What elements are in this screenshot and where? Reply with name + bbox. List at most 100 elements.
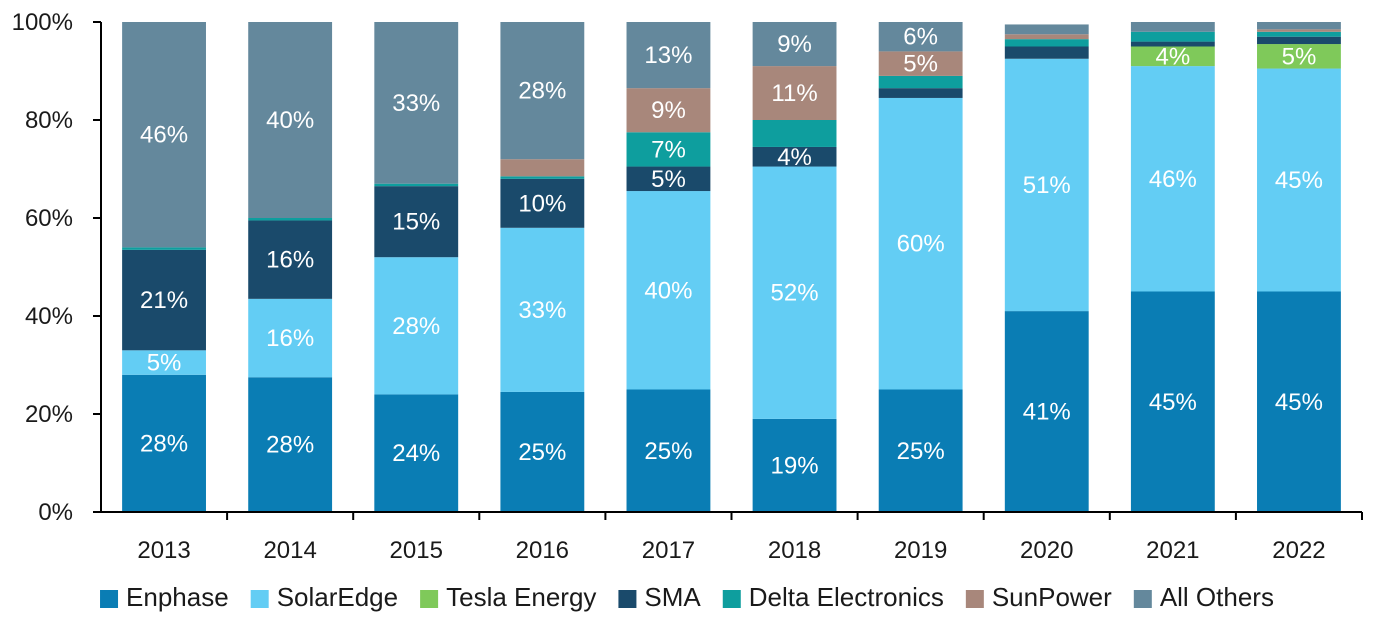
bar-enphase-2021 (1130, 291, 1215, 512)
bar-sma-2018 (752, 146, 837, 167)
data-label-enphase-2017: 25% (644, 438, 692, 465)
data-label-all-others-2013: 46% (140, 122, 188, 149)
data-label-sunpower-2019: 5% (903, 51, 938, 78)
bar-all-others-2015 (374, 22, 459, 184)
x-tick-label-2015: 2015 (390, 537, 443, 564)
y-tick-label: 40% (25, 303, 73, 330)
legend-item-delta-electronics: Delta Electronics (722, 582, 944, 612)
legend-label: All Others (1160, 582, 1274, 612)
y-tick-label: 20% (25, 401, 73, 428)
bar-sma-2020 (1004, 46, 1089, 59)
legend-swatch (250, 590, 269, 608)
legend-label: Delta Electronics (749, 582, 944, 612)
bar-delta-electronics-2021 (1130, 31, 1215, 42)
legend-swatch (100, 590, 119, 608)
legend-label: SolarEdge (277, 582, 398, 612)
legend-item-sma: SMA (618, 582, 701, 612)
y-tick-label: 60% (25, 205, 73, 232)
data-label-enphase-2021: 45% (1149, 389, 1197, 416)
bar-sma-2022 (1257, 36, 1341, 45)
legend-item-enphase: Enphase (100, 582, 229, 612)
bar-enphase-2020 (1004, 311, 1089, 512)
data-label-all-others-2014: 40% (266, 107, 314, 134)
bar-enphase-2017 (626, 389, 711, 512)
bar-delta-electronics-2013 (122, 247, 206, 250)
bar-all-others-2019 (878, 22, 963, 52)
data-label-all-others-2018: 9% (777, 31, 812, 58)
bar-all-others-2018 (752, 22, 837, 67)
bar-sma-2017 (626, 166, 711, 192)
bar-solaredge-2014 (248, 298, 333, 378)
bar-delta-electronics-2022 (1257, 31, 1341, 37)
y-ticks-group: 0% 20% 40% 60% 80% 100% (12, 9, 101, 526)
bar-all-others-2013 (122, 22, 206, 248)
data-label-delta-electronics-2017: 7% (651, 136, 686, 163)
x-tick-label-2013: 2013 (137, 537, 190, 564)
bar-all-others-2014 (248, 22, 333, 218)
bar-enphase-2015 (374, 394, 459, 512)
legend: Enphase SolarEdge Tesla Energy SMA Delta Ele… (100, 582, 1274, 612)
data-label-solaredge-2017: 40% (644, 277, 692, 304)
legend-swatch (965, 590, 984, 608)
bar-delta-electronics-2014 (248, 218, 333, 221)
legend-item-solaredge: SolarEdge (250, 582, 398, 612)
legend-item-all-others: All Others (1133, 582, 1274, 612)
bar-sunpower-2019 (878, 51, 963, 76)
data-label-sma-2018: 4% (777, 144, 812, 171)
data-label-sma-2015: 15% (392, 209, 440, 236)
data-label-sma-2017: 5% (651, 166, 686, 193)
data-label-sma-2013: 21% (140, 287, 188, 314)
legend-item-tesla-energy: Tesla Energy (420, 582, 596, 612)
x-tick-label-2022: 2022 (1272, 537, 1325, 564)
data-label-tesla-energy-2021: 4% (1156, 43, 1191, 70)
data-label-solaredge-2018: 52% (771, 280, 819, 307)
bar-solaredge-2021 (1130, 66, 1215, 292)
x-tick-label-2016: 2016 (516, 537, 569, 564)
data-label-all-others-2017: 13% (644, 42, 692, 69)
bar-sunpower-2016 (500, 159, 585, 177)
bar-solaredge-2018 (752, 166, 837, 419)
bar-tesla-energy-2021 (1130, 46, 1215, 67)
y-tick-label: 80% (25, 107, 73, 134)
bar-sma-2016 (500, 178, 585, 228)
data-label-enphase-2019: 25% (897, 438, 945, 465)
data-labels-group: 28% 5% 21% 46% 28% 16% 16% 40% 24% 28% 15% 33% 25% 33… (140, 24, 1323, 480)
data-label-solaredge-2021: 46% (1149, 166, 1197, 193)
legend-label: SunPower (992, 582, 1112, 612)
bars-group (122, 22, 1341, 512)
data-label-enphase-2013: 28% (140, 430, 188, 457)
x-tick-label-2020: 2020 (1020, 537, 1073, 564)
x-tick-label-2017: 2017 (642, 537, 695, 564)
data-label-tesla-energy-2022: 5% (1282, 43, 1317, 70)
data-label-sma-2014: 16% (266, 247, 314, 274)
data-label-enphase-2016: 25% (518, 439, 566, 466)
bar-solaredge-2016 (500, 227, 585, 392)
bar-all-others-2022 (1257, 22, 1341, 30)
bar-solaredge-2022 (1257, 68, 1341, 292)
bar-solaredge-2013 (122, 350, 206, 375)
bar-sunpower-2022 (1257, 29, 1341, 32)
legend-item-sunpower: SunPower (965, 582, 1112, 612)
legend-label: Tesla Energy (446, 582, 596, 612)
data-label-enphase-2015: 24% (392, 440, 440, 467)
bar-solaredge-2020 (1004, 58, 1089, 312)
legend-label: SMA (644, 582, 701, 612)
bar-delta-electronics-2020 (1004, 39, 1089, 47)
legend-swatch (722, 590, 741, 608)
bar-enphase-2014 (248, 377, 333, 512)
data-label-enphase-2020: 41% (1023, 399, 1071, 426)
data-label-solaredge-2022: 45% (1275, 167, 1323, 194)
bar-enphase-2022 (1257, 291, 1341, 512)
bar-all-others-2021 (1130, 22, 1215, 32)
bar-sma-2015 (374, 186, 459, 258)
bar-delta-electronics-2017 (626, 132, 711, 167)
data-label-all-others-2016: 28% (518, 78, 566, 105)
bar-all-others-2016 (500, 22, 585, 160)
data-label-enphase-2022: 45% (1275, 389, 1323, 416)
data-label-enphase-2018: 19% (771, 452, 819, 479)
data-label-solaredge-2019: 60% (897, 231, 945, 258)
bar-delta-electronics-2016 (500, 176, 585, 179)
data-label-solaredge-2015: 28% (392, 313, 440, 340)
bar-enphase-2013 (122, 374, 206, 512)
bar-solaredge-2019 (878, 97, 963, 390)
